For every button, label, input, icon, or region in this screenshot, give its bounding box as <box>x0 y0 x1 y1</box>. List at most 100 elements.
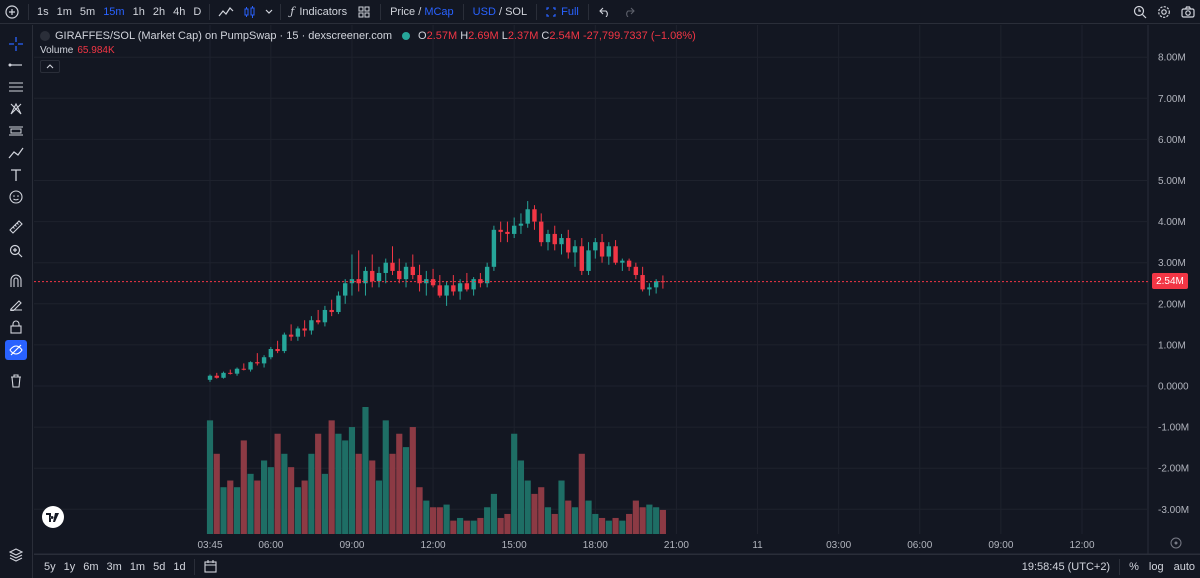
volume-bar <box>463 520 470 534</box>
candle-body <box>525 209 530 224</box>
snapshot-camera-icon[interactable] <box>1176 0 1200 24</box>
volume-bar <box>220 487 227 534</box>
candle-body <box>620 260 625 263</box>
range-5y[interactable]: 5y <box>44 560 56 573</box>
axis-settings-icon[interactable] <box>1170 537 1182 549</box>
crosshair-icon[interactable] <box>5 34 27 54</box>
candle-body <box>241 368 246 370</box>
candle-body <box>383 262 388 273</box>
volume-bar <box>362 407 369 534</box>
volume-bar <box>409 427 416 534</box>
candles-chart-type-icon[interactable] <box>238 0 262 24</box>
settings-gear-icon[interactable] <box>1152 0 1176 24</box>
interval-4h[interactable]: 4h <box>173 5 186 18</box>
volume-bar <box>369 460 376 534</box>
interval-5m[interactable]: 5m <box>79 5 96 18</box>
pitchfork-icon[interactable] <box>5 99 27 119</box>
stay-in-drawing-mode-icon[interactable] <box>5 294 27 314</box>
undo-icon[interactable] <box>593 0 617 24</box>
toolbar-divider <box>536 3 538 20</box>
percent-scale-toggle[interactable]: % <box>1129 561 1139 573</box>
range-5d[interactable]: 5d <box>153 560 166 573</box>
candle-body <box>457 283 463 292</box>
time-tick-label: 09:00 <box>988 540 1013 551</box>
indicators-label: Indicators <box>299 5 348 18</box>
volume-series <box>206 407 666 534</box>
tradingview-logo[interactable] <box>42 506 64 528</box>
price-tick-label: -1.00M <box>1158 423 1189 434</box>
line-chart-type-icon[interactable] <box>214 0 238 24</box>
range-1m[interactable]: 1m <box>129 560 146 573</box>
volume-bar <box>585 500 592 534</box>
goto-date-icon[interactable] <box>199 555 223 578</box>
clock-time[interactable]: 19:58:45 (UTC+2) <box>1021 561 1111 573</box>
range-1d[interactable]: 1d <box>173 560 186 573</box>
horizontal-lines-icon[interactable] <box>5 77 27 97</box>
log-scale-toggle[interactable]: log <box>1148 561 1164 573</box>
interval-15m[interactable]: 15m <box>103 5 125 18</box>
volume-bar <box>233 487 241 534</box>
hide-drawings-icon[interactable] <box>5 340 27 360</box>
candle-body <box>451 285 456 292</box>
interval-1h[interactable]: 1h <box>132 5 145 18</box>
candle-body <box>471 279 476 290</box>
volume-bar <box>396 433 403 534</box>
time-tick-label: 03:00 <box>826 540 851 551</box>
add-symbol-icon[interactable] <box>0 0 24 24</box>
candle-body <box>295 328 301 337</box>
candle-body <box>599 242 605 257</box>
ruler-icon[interactable] <box>5 217 27 237</box>
candle-body <box>315 320 321 323</box>
volume-bar <box>389 453 396 534</box>
volume-bar <box>382 420 389 534</box>
volume-bar <box>544 507 552 534</box>
indicators-button[interactable]: ƒ Indicators <box>285 0 352 24</box>
candle-body <box>410 266 415 276</box>
brush-icon[interactable] <box>5 143 27 163</box>
chevron-down-icon[interactable] <box>262 0 276 24</box>
volume-bar <box>450 520 457 534</box>
volume-value: 65.984K <box>77 45 115 56</box>
interval-2h[interactable]: 2h <box>152 5 166 18</box>
symbol-title[interactable]: GIRAFFES/SOL (Market Cap) on PumpSwap · … <box>55 30 393 42</box>
volume-bar <box>321 473 328 534</box>
mcap-label: MCap <box>424 5 454 18</box>
interval-1m[interactable]: 1m <box>56 5 72 18</box>
time-tick-label: 03:45 <box>197 540 222 551</box>
price-tick-label: 3.00M <box>1158 258 1186 269</box>
layouts-grid-icon[interactable] <box>352 0 376 24</box>
volume-bar <box>659 509 666 534</box>
price-tick-label: 8.00M <box>1158 53 1186 64</box>
range-1y[interactable]: 1y <box>63 560 76 573</box>
candle-body <box>559 238 564 245</box>
time-tick-label: 21:00 <box>664 540 689 551</box>
collapse-legend-button[interactable] <box>40 60 60 73</box>
text-tool-icon[interactable] <box>5 165 27 185</box>
redo-icon[interactable] <box>617 0 641 24</box>
magnet-icon[interactable] <box>5 271 27 291</box>
price-label: Price <box>390 5 416 18</box>
candle-body <box>613 246 618 263</box>
candle-body <box>282 334 287 352</box>
range-3m[interactable]: 3m <box>106 560 122 573</box>
trend-line-icon[interactable] <box>5 55 27 75</box>
price-axis: 8.00M 7.00M 6.00M 5.00M 4.00M 3.00M 2.00M 1.00M… <box>1158 53 1189 516</box>
price-mcap-toggle[interactable]: Price / MCap <box>385 0 459 24</box>
currency-toggle[interactable]: USD / SOL <box>468 0 532 24</box>
range-6m[interactable]: 6m <box>83 560 99 573</box>
object-tree-icon[interactable] <box>5 545 27 565</box>
fib-levels-icon[interactable] <box>5 121 27 141</box>
interval-1s[interactable]: 1s <box>37 5 49 18</box>
candle-body <box>234 368 240 374</box>
auto-scale-toggle[interactable]: auto <box>1173 561 1195 573</box>
lock-icon[interactable] <box>5 317 27 337</box>
zoom-in-icon[interactable] <box>5 241 27 261</box>
interval-D[interactable]: D <box>193 5 202 18</box>
emoji-icon[interactable] <box>5 187 27 207</box>
full-button[interactable]: Full <box>541 0 584 24</box>
quick-search-icon[interactable] <box>1128 0 1152 24</box>
trash-icon[interactable] <box>5 371 27 391</box>
high-value: 2.69M <box>468 30 499 42</box>
candle-body <box>478 279 483 284</box>
